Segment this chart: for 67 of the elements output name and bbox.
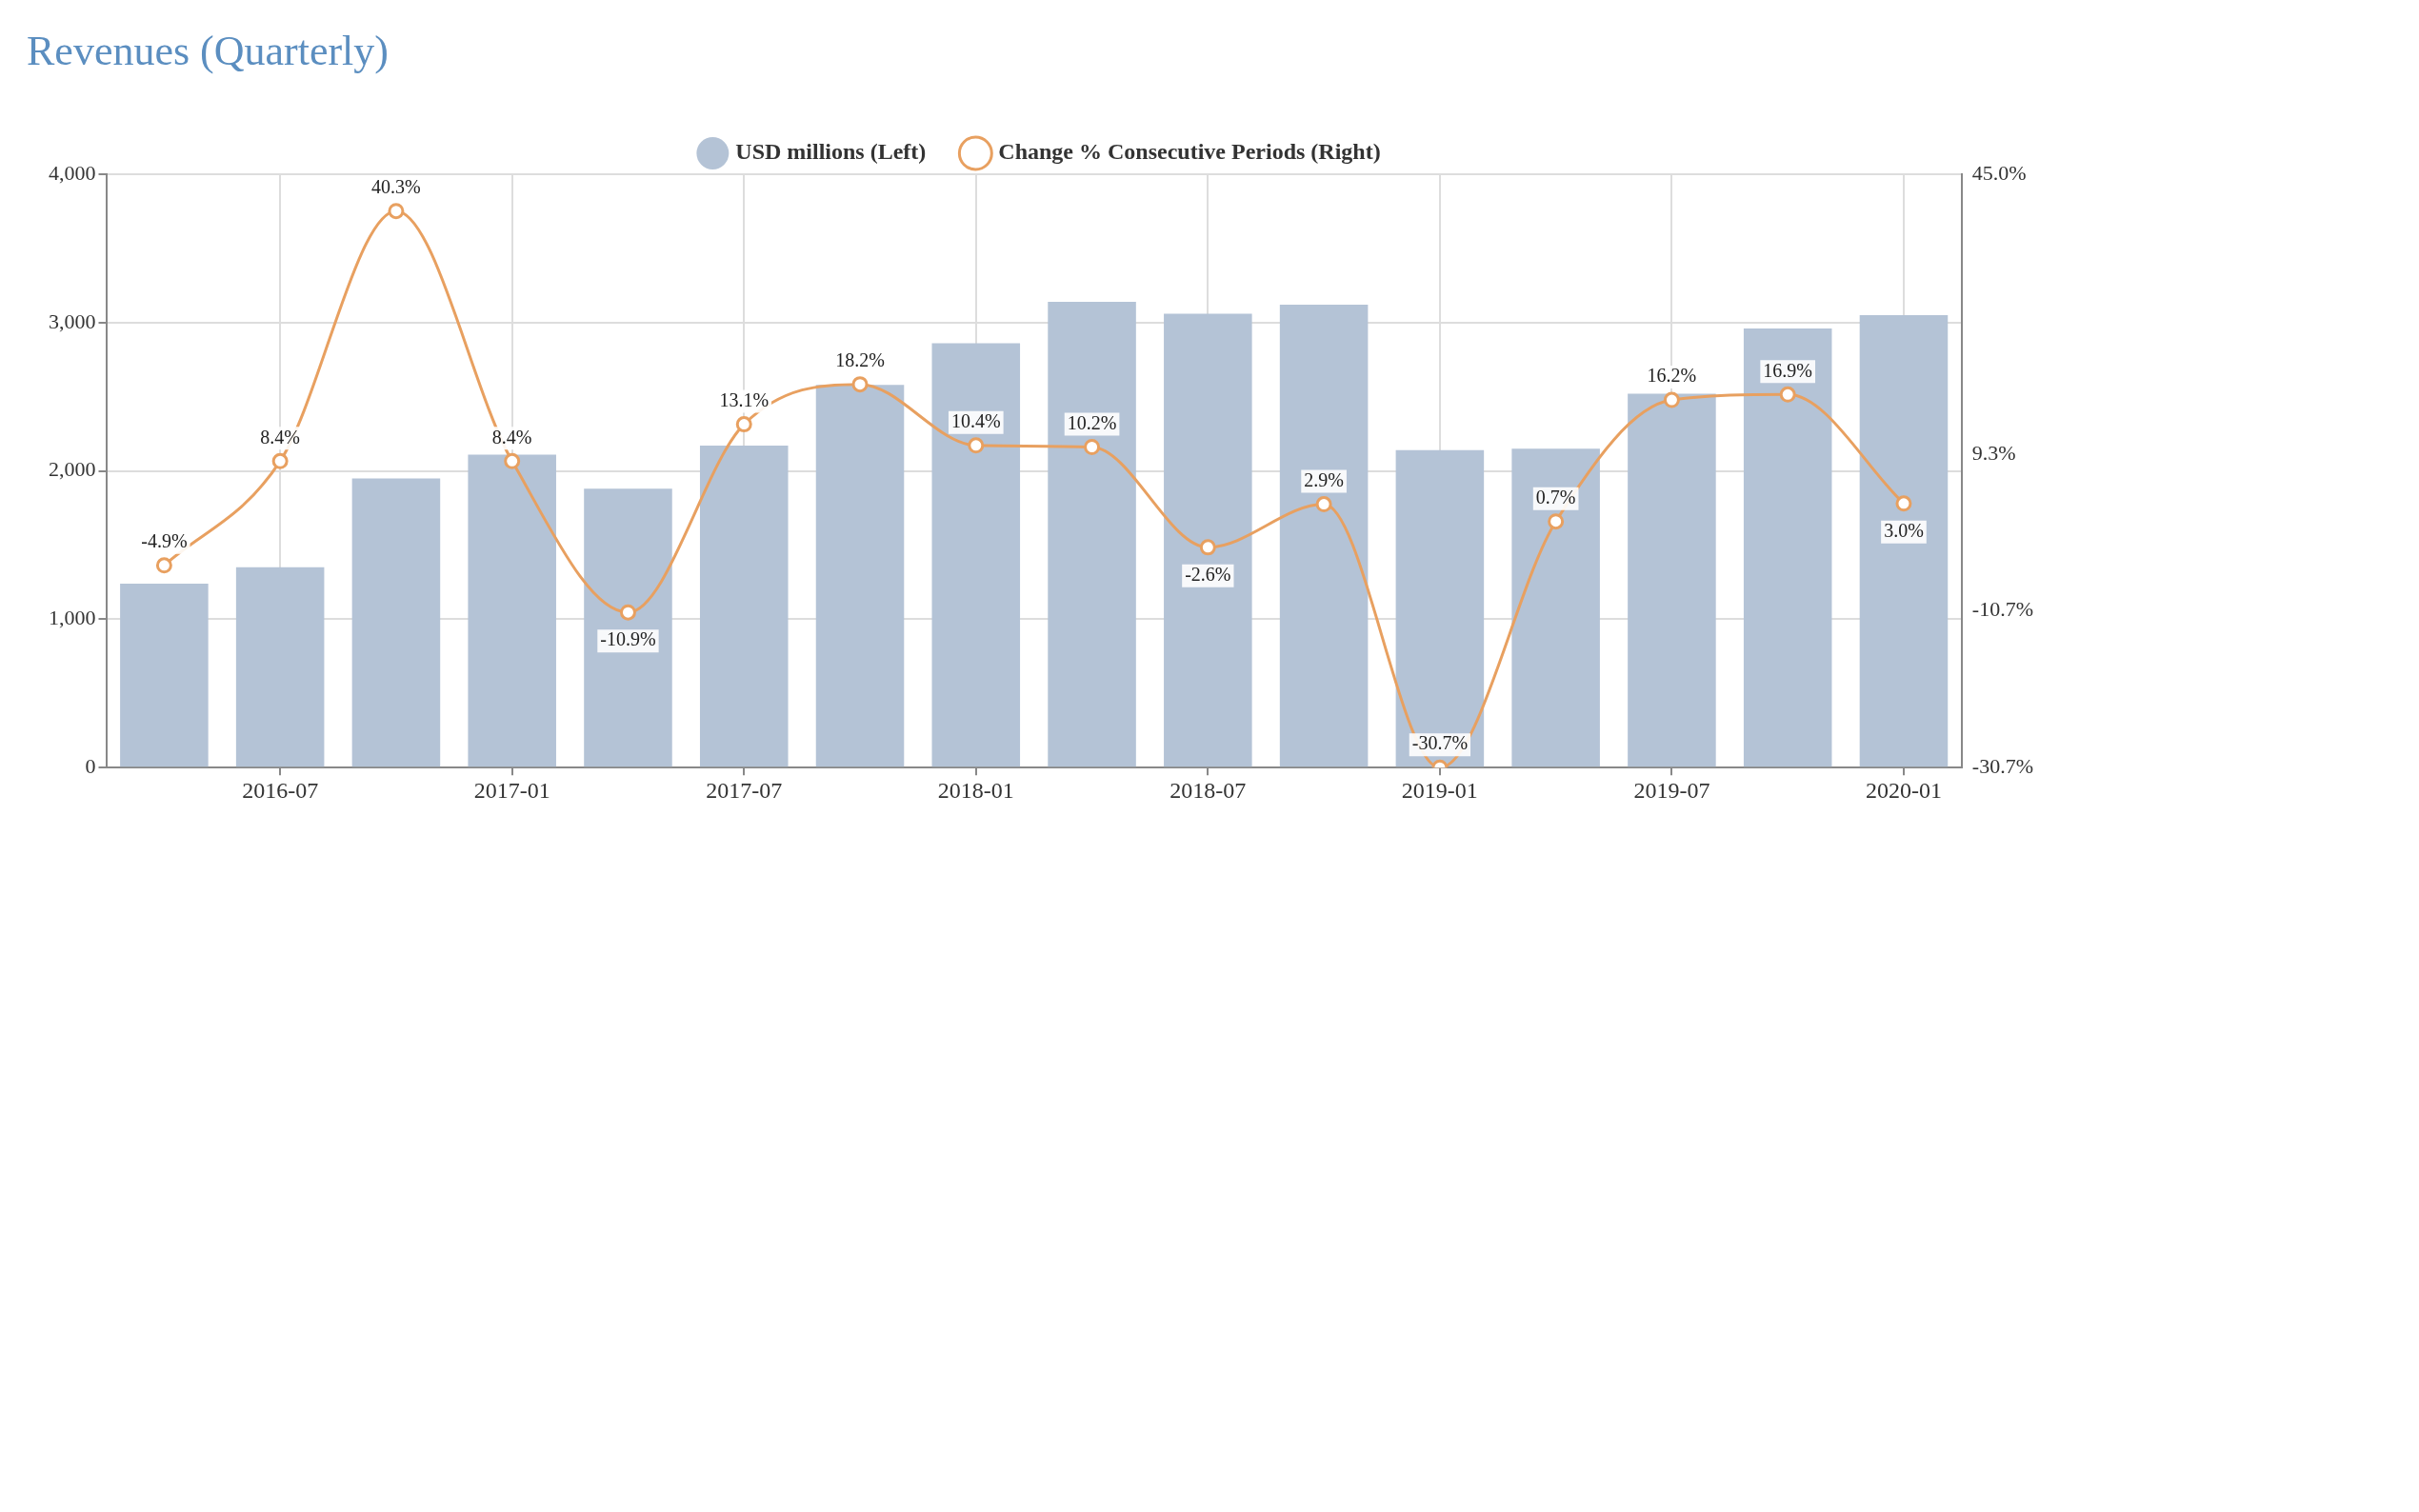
y2-tick-label: 9.3% (1971, 440, 2016, 465)
data-label: 16.9% (1763, 359, 1813, 381)
point (1315, 496, 1332, 513)
bar (1743, 328, 1832, 767)
y2-tick-label: -30.7% (1971, 753, 2033, 778)
data-label: 13.1% (719, 388, 770, 410)
point (968, 437, 985, 454)
bar (235, 567, 325, 767)
data-label: 8.4% (491, 426, 532, 448)
data-label: 10.2% (1067, 411, 1117, 433)
y2-tick-label: 45.0% (1971, 160, 2027, 185)
y-tick-label: 4,000 (49, 160, 96, 185)
bar (351, 478, 441, 767)
bar (1628, 393, 1716, 767)
point (735, 416, 752, 433)
bar (1395, 449, 1485, 767)
y-tick-label: 0 (85, 753, 96, 778)
y-tick-label: 3,000 (49, 308, 96, 333)
legend-label: Change % Consecutive Periods (Right) (998, 139, 1381, 165)
point (1895, 495, 1912, 512)
data-label: 16.2% (1647, 365, 1697, 387)
legend-label: USD millions (Left) (735, 139, 927, 165)
x-tick-label: 2018-01 (937, 777, 1014, 803)
x-tick-label: 2016-07 (242, 777, 319, 803)
point (1548, 513, 1565, 530)
data-label: 3.0% (1884, 520, 1924, 542)
point (1199, 539, 1216, 556)
point (851, 376, 869, 393)
bar (1279, 305, 1369, 767)
x-tick-label: 2019-01 (1401, 777, 1478, 803)
point (155, 557, 172, 574)
data-label: -4.9% (141, 530, 188, 552)
x-tick-label: 2020-01 (1865, 777, 1942, 803)
bar (1164, 313, 1252, 767)
bar (584, 488, 672, 767)
point (271, 452, 289, 469)
point (619, 604, 636, 621)
data-label: -2.6% (1185, 564, 1231, 586)
data-label: 0.7% (1535, 486, 1576, 507)
y-tick-label: 1,000 (49, 606, 96, 630)
data-label: 8.4% (260, 426, 300, 448)
x-tick-label: 2018-07 (1170, 777, 1247, 803)
x-tick-label: 2017-01 (473, 777, 550, 803)
x-tick-label: 2019-07 (1633, 777, 1710, 803)
chart-title: Revenues (Quarterly) (27, 27, 390, 75)
bar (1048, 301, 1136, 767)
bar (1859, 315, 1949, 767)
data-label: 2.9% (1304, 468, 1344, 490)
bar (699, 446, 789, 767)
bar (1511, 448, 1600, 767)
y-tick-label: 2,000 (49, 457, 96, 482)
point (1779, 386, 1796, 403)
x-tick-label: 2017-07 (706, 777, 783, 803)
data-label: 40.3% (371, 175, 421, 197)
y2-tick-label: -10.7% (1971, 597, 2033, 622)
data-label: -10.9% (600, 628, 656, 650)
data-label: 10.4% (950, 410, 1001, 432)
data-label: -30.7% (1411, 732, 1469, 754)
bar (931, 343, 1021, 767)
point (1084, 438, 1101, 455)
point (504, 452, 521, 469)
bar (120, 584, 209, 767)
bar (468, 454, 556, 767)
data-label: 18.2% (835, 348, 885, 370)
point (1663, 391, 1680, 408)
bar (815, 385, 905, 767)
point (388, 203, 405, 220)
